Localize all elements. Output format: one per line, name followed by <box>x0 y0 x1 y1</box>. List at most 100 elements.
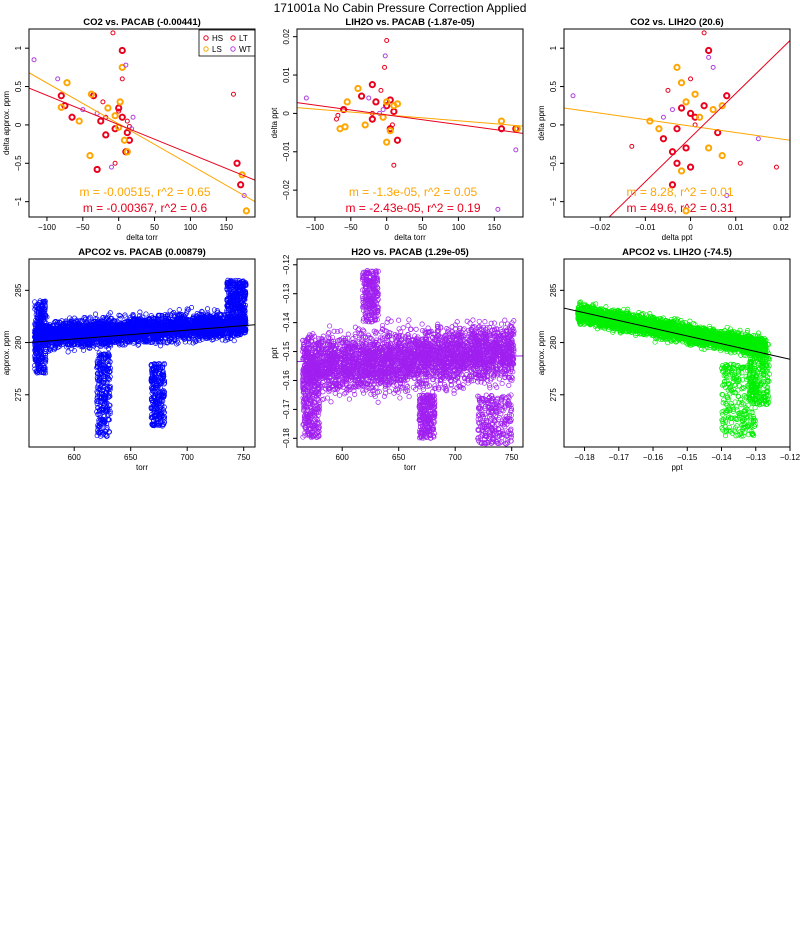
data-point <box>47 341 53 347</box>
data-point <box>198 332 204 338</box>
data-point-lt <box>382 64 388 70</box>
data-point-ls <box>57 103 65 111</box>
data-point <box>150 372 156 378</box>
y-tick-label: 0.02 <box>282 28 291 44</box>
data-point <box>222 311 228 318</box>
data-point <box>192 325 198 331</box>
data-point <box>95 382 101 388</box>
data-point <box>50 331 56 337</box>
data-point <box>133 324 139 330</box>
data-point <box>104 433 110 439</box>
data-point-ls <box>86 152 94 160</box>
data-point-hs <box>68 113 76 121</box>
data-point <box>98 433 104 439</box>
data-point <box>143 325 149 331</box>
x-tick-label: 650 <box>124 453 138 462</box>
data-point <box>99 330 105 337</box>
x-axis-label: torr <box>136 463 148 472</box>
data-point-wt <box>31 57 37 63</box>
data-point <box>131 340 137 346</box>
data-point <box>224 315 230 321</box>
data-point <box>242 290 249 296</box>
data-point <box>95 386 101 392</box>
data-point-hs <box>677 104 686 112</box>
y-axis-label: delta approx. ppm <box>2 91 11 155</box>
x-tick-label: 600 <box>68 453 82 462</box>
data-point-wt <box>755 136 761 142</box>
data-point-ls <box>104 104 112 112</box>
legend-marker <box>203 35 209 41</box>
data-point <box>241 327 247 333</box>
data-point-hs <box>497 125 506 133</box>
data-point <box>161 404 167 410</box>
data-point <box>98 351 104 357</box>
fit-annotation: m = -2.43e-05, r^2 = 0.19 <box>345 201 480 215</box>
data-point <box>37 364 43 370</box>
data-point <box>186 324 193 330</box>
data-point <box>83 320 89 326</box>
data-point <box>58 320 64 326</box>
data-point <box>149 325 155 331</box>
data-point <box>143 311 149 317</box>
y-tick-label: 0 <box>549 122 558 127</box>
x-tick-label: 0 <box>688 223 693 232</box>
data-point-wt <box>303 95 309 101</box>
data-point <box>212 333 218 339</box>
data-point <box>42 319 48 325</box>
data-point <box>136 341 142 347</box>
data-point <box>99 381 105 387</box>
data-point-lt <box>116 108 122 114</box>
data-point <box>239 290 245 296</box>
y-axis-label: delta ppm <box>537 105 546 140</box>
x-tick-label: −50 <box>344 223 358 232</box>
data-point <box>98 370 104 376</box>
data-point <box>188 305 195 311</box>
y-tick-label: −1 <box>549 197 558 207</box>
data-point <box>32 347 38 353</box>
data-point-lt <box>110 30 116 36</box>
data-point <box>82 315 88 321</box>
data-point <box>32 342 38 348</box>
fit-annotation: m = 8.28, r^2 = 0.01 <box>626 185 733 199</box>
plot-area <box>297 38 523 212</box>
data-point-ls <box>75 117 83 125</box>
data-point <box>235 290 241 296</box>
x-tick-label: 0 <box>384 223 389 232</box>
data-point <box>92 311 99 317</box>
data-point-lt <box>391 162 397 168</box>
data-point-ls <box>691 90 699 98</box>
data-point <box>101 413 107 419</box>
data-point <box>166 322 172 328</box>
data-point <box>32 318 39 324</box>
y-tick-label: 0.5 <box>549 80 558 92</box>
x-tick-label: 150 <box>488 223 502 232</box>
data-point <box>153 335 159 341</box>
y-tick-label: 1 <box>549 45 558 50</box>
data-point-ls <box>682 207 690 215</box>
data-point <box>99 340 105 346</box>
x-axis-label: delta torr <box>394 233 426 242</box>
data-point <box>106 402 112 408</box>
data-point <box>140 338 146 344</box>
data-point <box>144 332 150 338</box>
data-point <box>36 360 42 366</box>
x-tick-label: 0.01 <box>728 223 744 232</box>
data-point <box>107 386 113 393</box>
data-point <box>102 428 109 434</box>
data-point <box>103 407 109 413</box>
data-point-ls <box>677 167 686 175</box>
data-point <box>108 316 114 322</box>
data-point-hs <box>102 131 110 139</box>
data-point <box>96 385 102 391</box>
fit-annotation: m = -0.00515, r^2 = 0.65 <box>79 185 210 199</box>
data-point <box>189 334 195 340</box>
y-tick-label: −0.02 <box>282 179 291 200</box>
data-point <box>100 322 106 328</box>
data-point <box>102 323 108 329</box>
data-point <box>106 334 112 340</box>
y-tick-label: 285 <box>14 283 23 297</box>
data-point <box>107 310 113 316</box>
data-point-ls <box>677 79 686 87</box>
data-point <box>67 332 73 338</box>
data-point <box>37 358 43 364</box>
